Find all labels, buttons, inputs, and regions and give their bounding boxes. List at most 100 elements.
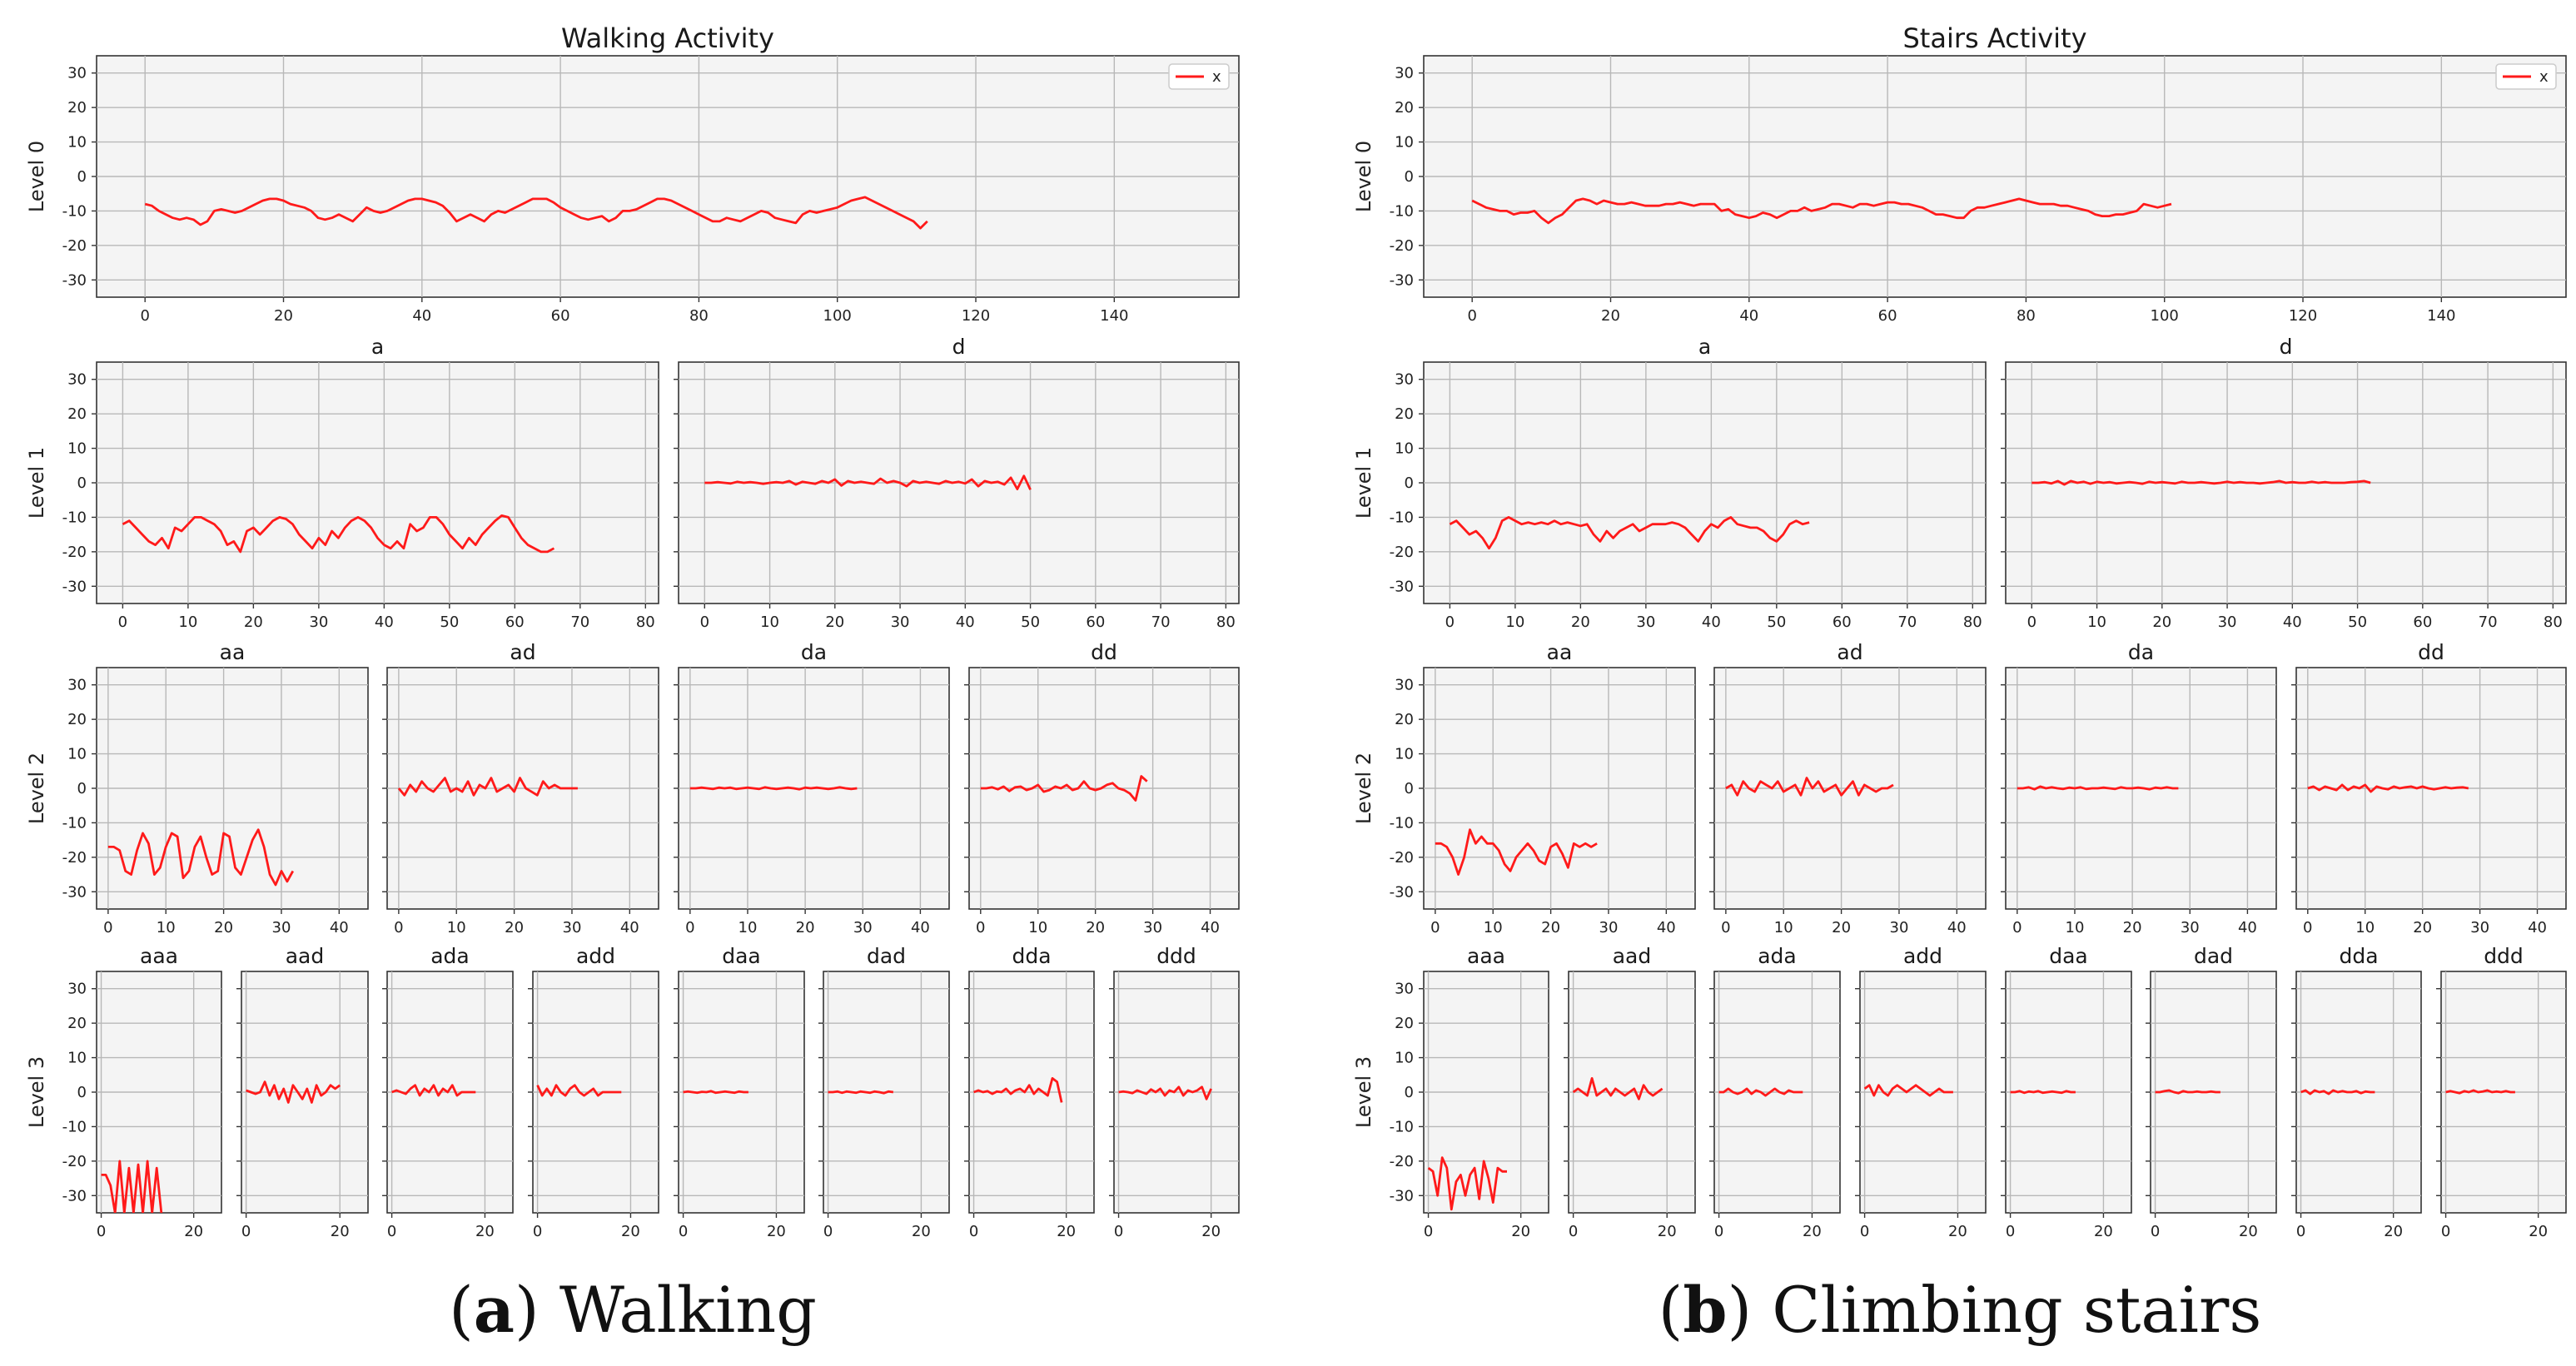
x-tick-label: 20 — [2094, 1223, 2113, 1240]
series-line-da — [689, 786, 858, 791]
legend-label: x — [1212, 68, 1221, 86]
y-tick-label: -20 — [62, 544, 87, 561]
x-tick-label: 20 — [2529, 1223, 2548, 1240]
y-tick-label: -10 — [62, 202, 87, 220]
x-tick-label: 10 — [738, 919, 758, 936]
x-tick-label: 40 — [1702, 613, 1721, 631]
y-tick-label: -10 — [62, 509, 87, 526]
x-tick-label: 70 — [570, 613, 589, 631]
subplot-title: ada — [1758, 944, 1797, 968]
subplot-ad: 0 10 20 30 40 ad — [1709, 640, 1987, 936]
series-line-ad — [1725, 777, 1894, 797]
y-tick-label: 10 — [1395, 440, 1414, 458]
subplot-ddd: 0 20 ddd — [1109, 944, 1240, 1240]
x-tick-label: 60 — [1086, 613, 1105, 631]
subplot-title: ddd — [2484, 944, 2524, 968]
series-line-dad — [828, 1090, 894, 1095]
x-tick-label: 20 — [2413, 919, 2432, 936]
x-tick-label: 20 — [274, 307, 293, 325]
subplot-title: ad — [1837, 640, 1862, 664]
x-tick-label: 100 — [823, 307, 852, 325]
subplot-d: 0 10 20 30 40 50 60 70 80 d — [2001, 335, 2567, 631]
x-tick-label: 40 — [1657, 919, 1676, 936]
x-tick-label: 0 — [2441, 1223, 2450, 1240]
x-tick-label: 0 — [241, 1223, 251, 1240]
x-tick-label: 0 — [2006, 1223, 2015, 1240]
subplot-title: a — [371, 335, 384, 359]
x-tick-label: 0 — [1445, 613, 1455, 631]
x-tick-label: 10 — [1505, 613, 1524, 631]
y-tick-label: 20 — [1395, 1015, 1414, 1032]
subplot-title: dda — [2339, 944, 2378, 968]
y-tick-label: -20 — [62, 237, 87, 255]
subplot-title: add — [1903, 944, 1942, 968]
subplot-aaa: 30 20 10 0 -10 -20 -30 0 20 aaa — [1390, 944, 1549, 1240]
series-line-dda — [2300, 1089, 2375, 1095]
panel-caption: (a) Walking — [449, 1273, 817, 1347]
subplot-title: aaa — [1467, 944, 1505, 968]
x-tick-label: 70 — [1151, 613, 1171, 631]
x-tick-label: 50 — [1021, 613, 1040, 631]
subplot-title: daa — [2049, 944, 2088, 968]
y-tick-label: -10 — [1390, 1118, 1414, 1135]
x-tick-label: 40 — [620, 919, 639, 936]
subplot-da: 0 10 20 30 40 da — [2001, 640, 2277, 936]
subplot-title: a — [1698, 335, 1711, 359]
panel-title: Stairs Activity — [1902, 22, 2086, 54]
x-tick-label: 80 — [636, 613, 655, 631]
x-tick-label: 10 — [1028, 919, 1047, 936]
x-tick-label: 0 — [700, 613, 709, 631]
series-line-x — [1471, 197, 2172, 225]
x-tick-label: 20 — [1086, 919, 1105, 936]
series-line-da — [2017, 785, 2179, 791]
subplot-title: aa — [220, 640, 246, 664]
x-tick-label: 20 — [796, 919, 815, 936]
x-tick-label: 20 — [2152, 613, 2171, 631]
y-tick-label: 10 — [1395, 746, 1414, 763]
x-tick-label: 60 — [505, 613, 525, 631]
y-tick-label: 10 — [67, 1050, 87, 1067]
series-line-aaa — [1427, 1156, 1507, 1211]
x-tick-label: 20 — [1201, 1223, 1221, 1240]
subplot-title: aa — [1547, 640, 1573, 664]
y-tick-label: -20 — [1390, 237, 1414, 255]
legend-label: x — [2539, 68, 2549, 86]
subplot-ddd: 0 20 ddd — [2436, 944, 2567, 1240]
subplot-title: da — [801, 640, 827, 664]
caption-text: Walking — [559, 1273, 817, 1347]
y-tick-label: -30 — [62, 578, 87, 595]
x-tick-label: 0 — [976, 919, 985, 936]
y-tick-label: -10 — [1390, 202, 1414, 220]
x-tick-label: 10 — [1774, 919, 1793, 936]
y-tick-label: 30 — [1395, 65, 1414, 82]
subplot-dd: 0 10 20 30 40 dd — [2291, 640, 2567, 936]
subplot-dad: 0 20 dad — [2146, 944, 2277, 1240]
x-tick-label: 40 — [1947, 919, 1967, 936]
series-line-dd — [980, 775, 1148, 802]
series-line-daa — [683, 1090, 748, 1095]
x-tick-label: 0 — [2296, 1223, 2305, 1240]
x-tick-label: 0 — [1860, 1223, 1869, 1240]
caption-close-paren: ) — [1727, 1273, 1772, 1347]
x-tick-label: 20 — [331, 1223, 350, 1240]
series-line-ada — [391, 1084, 476, 1097]
x-tick-label: 0 — [1569, 1223, 1578, 1240]
y-tick-label: -30 — [1390, 1187, 1414, 1205]
subplot-dd: 0 10 20 30 40 dd — [964, 640, 1240, 936]
x-tick-label: 0 — [1424, 1223, 1433, 1240]
y-tick-label: 30 — [67, 65, 87, 82]
x-tick-label: 20 — [2123, 919, 2142, 936]
series-line-a — [1449, 516, 1810, 550]
x-tick-label: 0 — [1467, 307, 1476, 325]
x-tick-label: 80 — [689, 307, 709, 325]
series-line-daa — [2010, 1090, 2076, 1095]
caption-letter: b — [1683, 1273, 1727, 1347]
x-tick-label: 0 — [140, 307, 149, 325]
x-tick-label: 20 — [2384, 1223, 2403, 1240]
subplot-aaa: 30 20 10 0 -10 -20 -30 0 20 aaa — [62, 944, 222, 1240]
y-tick-label: -30 — [62, 1187, 87, 1205]
x-tick-label: 80 — [1963, 613, 1982, 631]
y-tick-label: -30 — [62, 271, 87, 289]
x-tick-label: 40 — [412, 307, 431, 325]
